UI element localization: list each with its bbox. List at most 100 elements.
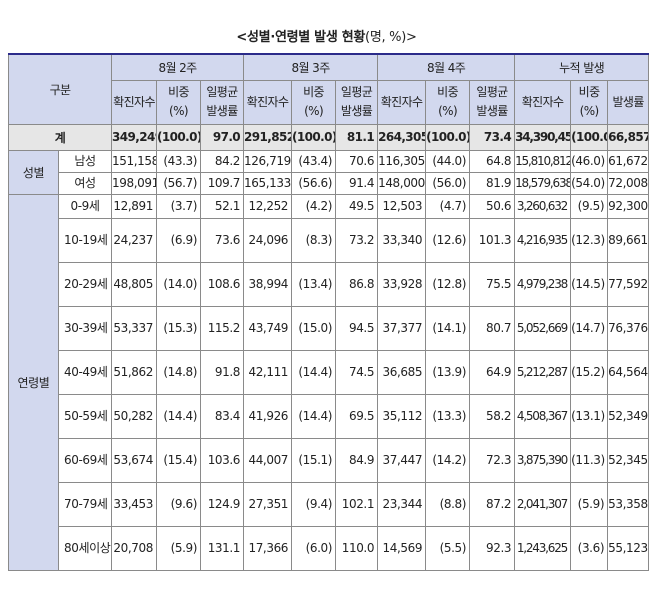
table-cell: 84.9 <box>335 437 379 483</box>
table-cell: (6.0) <box>291 525 337 571</box>
table-cell: 291,852 <box>243 123 293 151</box>
table-cell: 4,216,935 <box>514 217 572 263</box>
table-row: 30-39세 53,337 (15.3) 115.2 43,749 (15.0) 94.5 3… <box>9 305 650 351</box>
table-cell: (13.1) <box>570 393 609 439</box>
table-cell: 151,158 <box>111 149 158 173</box>
table-cell: 42,111 <box>243 349 293 395</box>
table-cell: 53,337 <box>111 305 158 351</box>
table-cell: 81.1 <box>335 123 379 151</box>
table-cell: 64.9 <box>469 349 516 395</box>
table-cell: 24,096 <box>243 217 293 263</box>
header-column: 비중 (%) <box>291 79 337 125</box>
table-cell: 91.8 <box>200 349 245 395</box>
table-cell: 52,349 <box>607 393 650 439</box>
table-cell: 33,928 <box>377 261 427 307</box>
table-cell: 27,351 <box>243 481 293 527</box>
table-cell: (11.3) <box>570 437 609 483</box>
table-cell: 80.7 <box>469 305 516 351</box>
table-cell: 84.2 <box>200 149 245 173</box>
table-cell: 86.8 <box>335 261 379 307</box>
table-cell: 124.9 <box>200 481 245 527</box>
group-label-age: 연령별 <box>8 193 59 571</box>
row-label: 60-69세 <box>57 437 113 483</box>
table-cell: 12,891 <box>111 193 158 219</box>
header-column: 일평균 발생률 <box>335 79 379 125</box>
table-cell: (14.4) <box>291 393 337 439</box>
table-cell: (15.3) <box>156 305 202 351</box>
table-cell: (54.0) <box>570 171 609 195</box>
table-row: 여성 198,091 (56.7) 109.7 165,133 (56.6) 91.4 148… <box>9 171 650 195</box>
header-column: 일평균 발생률 <box>469 79 516 125</box>
table-cell: (8.8) <box>425 481 471 527</box>
header-column: 비중 (%) <box>570 79 609 125</box>
header-period: 누적 발생 <box>514 53 650 81</box>
table-cell: 83.4 <box>200 393 245 439</box>
table-cell: (15.1) <box>291 437 337 483</box>
table-cell: 2,041,307 <box>514 481 572 527</box>
statistics-table: 구분 8월 2주 8월 3주 8월 4주 누적 발생 확진자수 비중 (%) 일평균 발생률 확… <box>7 53 650 571</box>
table-cell: 66,857 <box>607 123 650 151</box>
table-cell: (3.7) <box>156 193 202 219</box>
table-cell: (100.0) <box>156 123 202 151</box>
table-cell: 50.6 <box>469 193 516 219</box>
table-cell: 55,123 <box>607 525 650 571</box>
table-cell: 94.5 <box>335 305 379 351</box>
table-cell: 165,133 <box>243 171 293 195</box>
table-cell: 3,260,632 <box>514 193 572 219</box>
table-cell: (4.2) <box>291 193 337 219</box>
table-cell: (56.0) <box>425 171 471 195</box>
table-cell: (14.1) <box>425 305 471 351</box>
table-cell: 75.5 <box>469 261 516 307</box>
table-cell: 37,447 <box>377 437 427 483</box>
table-cell: (12.6) <box>425 217 471 263</box>
table-cell: (9.4) <box>291 481 337 527</box>
table-cell: (15.2) <box>570 349 609 395</box>
table-cell: 91.4 <box>335 171 379 195</box>
table-cell: 81.9 <box>469 171 516 195</box>
header-period: 8월 4주 <box>377 53 516 81</box>
table-cell: (14.4) <box>291 349 337 395</box>
table-row: 성별 남성 151,158 (43.3) 84.2 126,719 (43.4) 70.6 11… <box>8 149 650 195</box>
table-cell: 72.3 <box>469 437 516 483</box>
table-cell: 41,926 <box>243 393 293 439</box>
table-cell: (9.5) <box>570 193 609 219</box>
table-cell: (9.6) <box>156 481 202 527</box>
table-cell: 101.3 <box>469 217 516 263</box>
table-cell: (12.3) <box>570 217 609 263</box>
table-cell: 72,008 <box>607 171 650 195</box>
table-cell: 64.8 <box>469 149 516 173</box>
header-column: 일평균 발생률 <box>200 79 245 125</box>
table-cell: 4,979,238 <box>514 261 572 307</box>
table-cell: 73.4 <box>469 123 516 151</box>
table-cell: (5.9) <box>156 525 202 571</box>
table-cell: 37,377 <box>377 305 427 351</box>
table-cell: (14.4) <box>156 393 202 439</box>
table-cell: 109.7 <box>200 171 245 195</box>
table-cell: 36,685 <box>377 349 427 395</box>
table-cell: (6.9) <box>156 217 202 263</box>
table-cell: 97.0 <box>200 123 245 151</box>
header-column: 비중 (%) <box>156 79 202 125</box>
table-cell: (56.7) <box>156 171 202 195</box>
row-label: 30-39세 <box>57 305 113 351</box>
table-row: 계349,249(100.0)97.0291,852(100.0)81.1264… <box>7 123 650 151</box>
table-row: 20-29세 48,805 (14.0) 108.6 38,994 (13.4) 86.8 3… <box>9 261 650 307</box>
table-cell: 103.6 <box>200 437 245 483</box>
row-label: 0-9세 <box>57 193 113 219</box>
table-cell: 52,345 <box>607 437 650 483</box>
table-cell: (14.8) <box>156 349 202 395</box>
table-cell: 38,994 <box>243 261 293 307</box>
header-period: 8월 3주 <box>243 53 379 81</box>
row-label: 여성 <box>57 171 113 195</box>
table-cell: 5,212,287 <box>514 349 572 395</box>
table-cell: (12.8) <box>425 261 471 307</box>
table-cell: 89,661 <box>607 217 650 263</box>
header-column: 확진자수 <box>377 79 427 125</box>
table-cell: 61,672 <box>607 149 650 173</box>
table-cell: 148,000 <box>377 171 427 195</box>
table-cell: 43,749 <box>243 305 293 351</box>
table-cell: 33,453 <box>111 481 158 527</box>
table-cell: 48,805 <box>111 261 158 307</box>
header-column: 확진자수 <box>514 79 572 125</box>
table-cell: 264,305 <box>377 123 427 151</box>
